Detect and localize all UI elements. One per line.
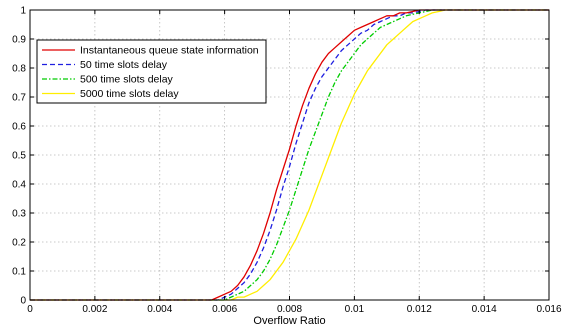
legend-label-4: 5000 time slots delay [80,88,179,100]
series-line-4 [30,9,549,301]
x-tick-label: 0.006 [212,304,237,315]
y-tick-label: 0.1 [12,267,26,278]
series-line-2 [30,9,549,301]
y-tick-label: 0.8 [12,64,26,75]
y-tick-label: 0.9 [12,35,26,46]
legend-box [36,39,267,104]
y-tick-label: 0.2 [12,238,26,249]
legend: Instantaneous queue state information 50 … [36,39,267,104]
x-axis-label: Overflow Ratio [253,315,325,327]
series-line-3 [30,9,549,301]
x-tick-label: 0.012 [407,304,432,315]
legend-label-3: 500 time slots delay [80,74,174,86]
y-tick-label: 0.7 [12,93,26,104]
x-tick-label: 0.014 [472,304,497,315]
legend-label-2: 50 time slots delay [80,59,168,71]
y-tick-label: 0.3 [12,209,26,220]
y-tick-label: 0.6 [12,122,26,133]
legend-label-1: Instantaneous queue state information [80,45,259,57]
y-tick-label: 0.4 [12,180,26,191]
series-line-1 [30,9,549,301]
x-tick-label: 0.008 [277,304,302,315]
x-tick-label: 0.016 [536,304,561,315]
x-axis: 0 0.002 0.004 0.006 0.008 0.01 0.012 0.014 0.016 [27,10,562,315]
y-tick-label: 1 [20,6,26,17]
y-tick-label: 0 [20,296,26,307]
x-tick-label: 0 [27,304,33,315]
x-tick-label: 0.002 [82,304,107,315]
x-tick-label: 0.004 [147,304,172,315]
y-tick-label: 0.5 [12,151,26,162]
x-tick-label: 0.01 [345,304,365,315]
series-group [30,9,549,301]
y-axis: 0 0.1 0.2 0.3 0.4 0.5 0.6 0.7 0.8 0.9 1 [12,6,549,307]
